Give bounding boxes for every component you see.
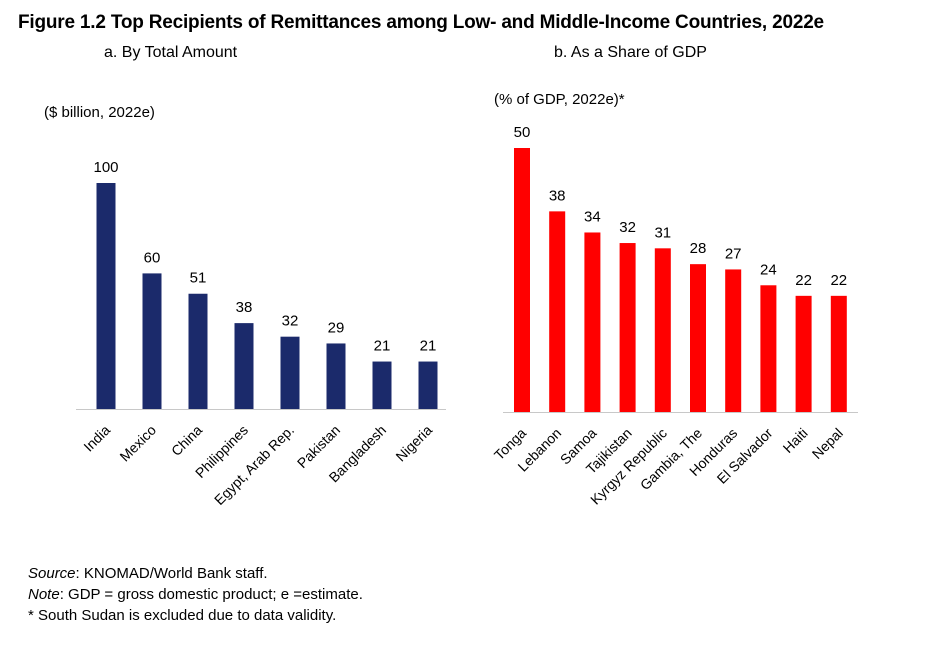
value-label-b-6: 28: [690, 240, 707, 257]
bar-b-4: [619, 243, 636, 412]
bar-b-3: [584, 232, 601, 412]
bar-a-2: [142, 273, 162, 409]
panel-a-unit-label: ($ billion, 2022e): [44, 104, 155, 121]
bar-b-2: [549, 211, 566, 412]
panel-a-subtitle: a. By Total Amount: [104, 44, 238, 61]
bar-a-3: [188, 293, 208, 409]
category-label-a-5: Egypt, Arab Rep.: [211, 422, 297, 508]
bar-b-1: [514, 148, 530, 412]
bar-a-1: [96, 183, 116, 409]
value-label-a-7: 21: [374, 338, 391, 355]
value-label-b-4: 32: [619, 219, 636, 236]
value-label-b-7: 27: [725, 245, 742, 262]
bar-a-7: [372, 361, 392, 409]
note-line: Note: GDP = gross domestic product; e =e…: [28, 586, 363, 603]
bar-b-7: [725, 269, 742, 412]
bar-a-6: [326, 343, 346, 409]
figure-notes: Source: KNOMAD/World Bank staff. Note: G…: [28, 563, 363, 626]
category-label-a-1: India: [80, 422, 113, 455]
chart-panel-a: 100India60Mexico51China38Philippines32Eg…: [76, 159, 446, 508]
bar-b-6: [690, 264, 706, 412]
value-label-b-8: 24: [760, 261, 777, 278]
value-label-a-5: 32: [282, 313, 299, 330]
source-line: Source: KNOMAD/World Bank staff.: [28, 565, 268, 582]
chart-panel-b: 50Tonga38Lebanon34Samoa32Tajikistan31Kyr…: [491, 124, 858, 508]
category-label-b-10: Nepal: [809, 425, 846, 462]
category-label-b-9: Haiti: [780, 425, 811, 456]
figure-title: Figure 1.2 Top Recipients of Remittances…: [18, 12, 824, 33]
value-label-b-2: 38: [549, 187, 566, 204]
bar-b-10: [830, 295, 847, 412]
value-label-a-2: 60: [144, 249, 161, 266]
category-label-a-8: Nigeria: [392, 422, 435, 465]
category-label-a-3: China: [168, 422, 205, 459]
value-label-b-9: 22: [795, 272, 812, 289]
value-label-a-1: 100: [93, 159, 118, 176]
value-label-a-8: 21: [420, 338, 437, 355]
panel-b-subtitle: b. As a Share of GDP: [554, 44, 707, 61]
value-label-a-6: 29: [328, 319, 345, 336]
value-label-a-3: 51: [190, 270, 207, 287]
bar-a-8: [418, 361, 438, 409]
bar-a-4: [234, 323, 254, 409]
bar-b-9: [795, 295, 812, 412]
bar-a-5: [280, 336, 300, 409]
value-label-b-3: 34: [584, 208, 601, 225]
category-label-a-2: Mexico: [116, 422, 159, 465]
value-label-b-1: 50: [514, 124, 531, 141]
value-label-b-10: 22: [830, 272, 847, 289]
footnote-line: * South Sudan is excluded due to data va…: [28, 607, 337, 624]
value-label-b-5: 31: [654, 224, 671, 241]
bar-b-8: [760, 285, 777, 412]
value-label-a-4: 38: [236, 299, 253, 316]
bar-b-5: [654, 248, 671, 412]
panel-b-unit-label: (% of GDP, 2022e)*: [494, 91, 625, 108]
